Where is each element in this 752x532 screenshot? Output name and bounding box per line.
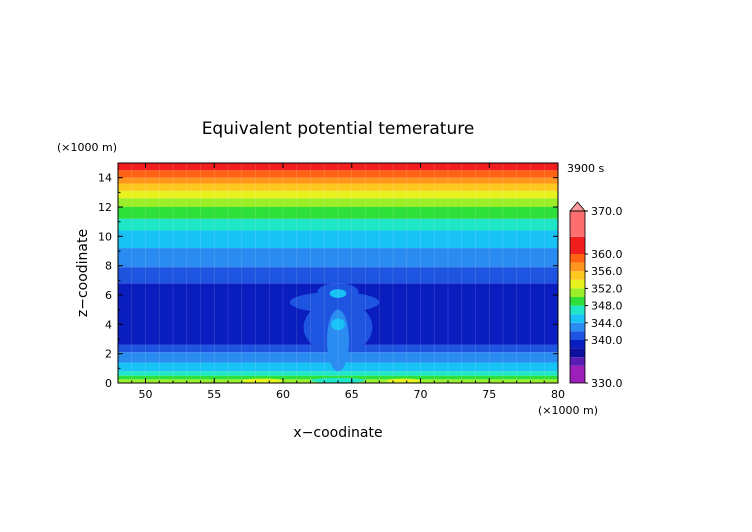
colorbar-segment (570, 331, 585, 340)
y-tick-label: 6 (105, 289, 112, 302)
chart-title: Equivalent potential temerature (202, 119, 475, 139)
colorbar-segment (570, 348, 585, 358)
x-unit-label: (×1000 m) (538, 404, 598, 417)
y-tick-label: 12 (98, 201, 112, 214)
y-unit-label: (×1000 m) (57, 141, 117, 154)
contour-band (118, 218, 558, 231)
contour-band (118, 177, 558, 184)
x-tick-label: 70 (414, 388, 428, 401)
contour-band (118, 207, 558, 219)
colorbar-label: 356.0 (591, 265, 623, 278)
plume-feature (289, 292, 380, 313)
plume-feature (329, 289, 347, 298)
colorbar-segment (570, 305, 585, 315)
y-tick-label: 2 (105, 348, 112, 361)
contour-band (118, 248, 558, 268)
colorbar-segment (570, 340, 585, 349)
contour-band (118, 198, 558, 207)
colorbar-segment (570, 314, 585, 323)
contour-band (118, 371, 558, 376)
colorbar-label: 348.0 (591, 300, 623, 313)
y-tick-label: 0 (105, 377, 112, 390)
contour-band (118, 190, 558, 199)
colorbar-segment (570, 254, 585, 263)
x-tick-label: 65 (345, 388, 359, 401)
x-tick-label: 50 (139, 388, 153, 401)
contour-band (118, 230, 558, 249)
y-tick-label: 4 (105, 318, 112, 331)
x-tick-label: 75 (482, 388, 496, 401)
y-axis-label: z−coodinate (75, 229, 91, 317)
x-tick-label: 55 (207, 388, 221, 401)
plot-axes: 50 55 60 65 70 75 80 0 2 4 6 8 10 12 14 (98, 162, 565, 401)
colorbar-segment (570, 357, 585, 366)
colorbar-label: 370.0 (591, 205, 623, 218)
colorbar-segment (570, 211, 585, 237)
y-tick-label: 8 (105, 260, 112, 273)
x-axis-label: x−coodinate (293, 425, 382, 441)
contour-band (118, 267, 558, 284)
y-tick-label: 14 (98, 172, 112, 185)
colorbar-label: 330.0 (591, 377, 623, 390)
plume-feature (386, 378, 421, 383)
contour-band (118, 375, 558, 380)
colorbar-label: 344.0 (591, 317, 623, 330)
colorbar-segment (570, 288, 585, 297)
colorbar-segment (570, 236, 585, 254)
contour-band (118, 183, 558, 191)
plume-feature (241, 378, 283, 383)
colorbar-segment (570, 365, 585, 383)
colorbar-segment (570, 297, 585, 306)
y-tick-label: 10 (98, 230, 112, 243)
plume-feature (331, 318, 345, 331)
colorbar-segment (570, 271, 585, 280)
colorbar-label: 352.0 (591, 282, 623, 295)
colorbar-label: 360.0 (591, 248, 623, 261)
x-tick-label: 80 (551, 388, 565, 401)
contour-band (118, 163, 558, 171)
contour-field (118, 163, 558, 383)
colorbar: 330.0 340.0 344.0 348.0 352.0 356.0 360.0 370.0 (569, 201, 623, 390)
time-label: 3900 s (567, 162, 604, 175)
colorbar-segment (570, 322, 585, 332)
colorbar-label: 340.0 (591, 334, 623, 347)
colorbar-frame (569, 210, 586, 384)
contour-band (118, 170, 558, 178)
colorbar-over-arrow (569, 201, 586, 212)
colorbar-segment (570, 262, 585, 272)
x-tick-label: 60 (276, 388, 290, 401)
colorbar-segment (570, 279, 585, 289)
